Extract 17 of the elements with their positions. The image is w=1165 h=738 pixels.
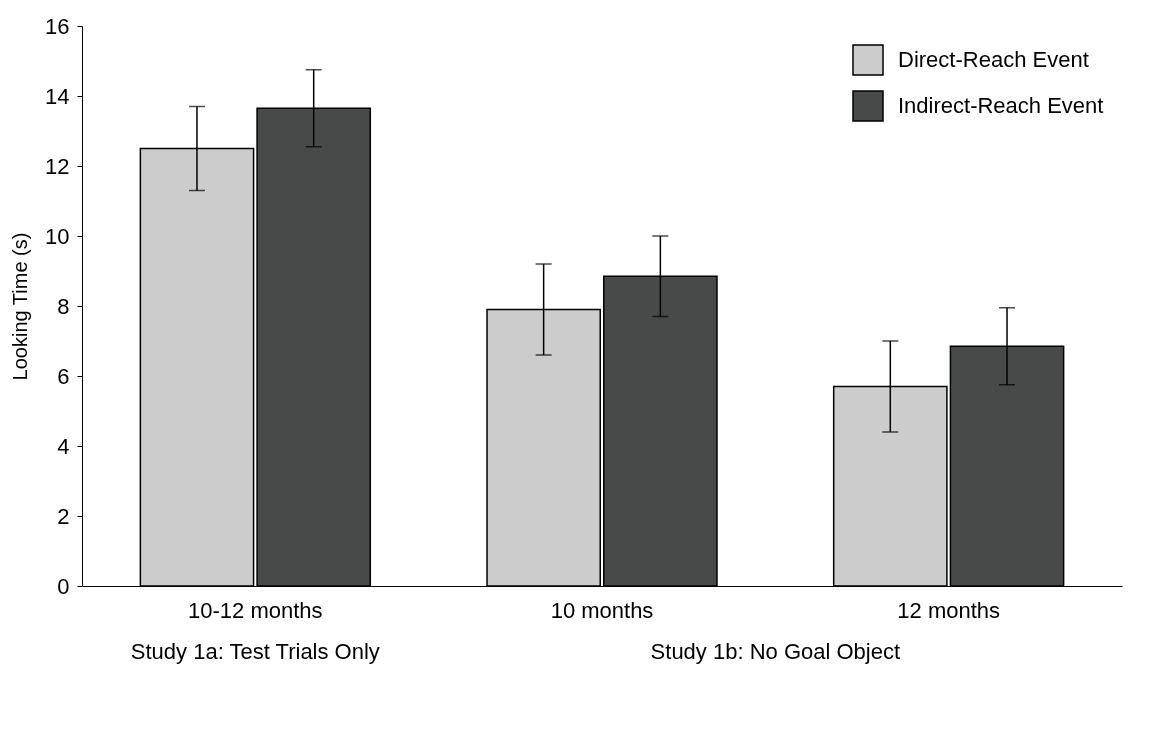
legend-label: Direct-Reach Event <box>898 47 1089 72</box>
y-tick-label: 4 <box>57 433 70 459</box>
text: Study 1a: Test Trials Only <box>130 639 380 664</box>
y-tick-label: 6 <box>57 363 70 389</box>
y-tick-label: 0 <box>57 573 70 599</box>
text: Study 1b: No Goal Object <box>650 639 901 664</box>
x-tick-label: 10 months <box>550 597 654 623</box>
y-axis-title: Looking Time (s) <box>9 232 32 381</box>
y-tick-label: 14 <box>45 83 70 109</box>
x-tick-label: 12 months <box>897 597 1001 623</box>
y-tick-label: 12 <box>45 153 70 179</box>
x-tick-label: 10-12 months <box>188 597 323 623</box>
y-tick-label: 16 <box>45 13 70 39</box>
y-tick-label: 10 <box>45 223 70 249</box>
legend-label: Indirect-Reach Event <box>898 93 1104 118</box>
y-tick-label: 2 <box>57 503 70 529</box>
y-tick-label: 8 <box>57 293 70 319</box>
